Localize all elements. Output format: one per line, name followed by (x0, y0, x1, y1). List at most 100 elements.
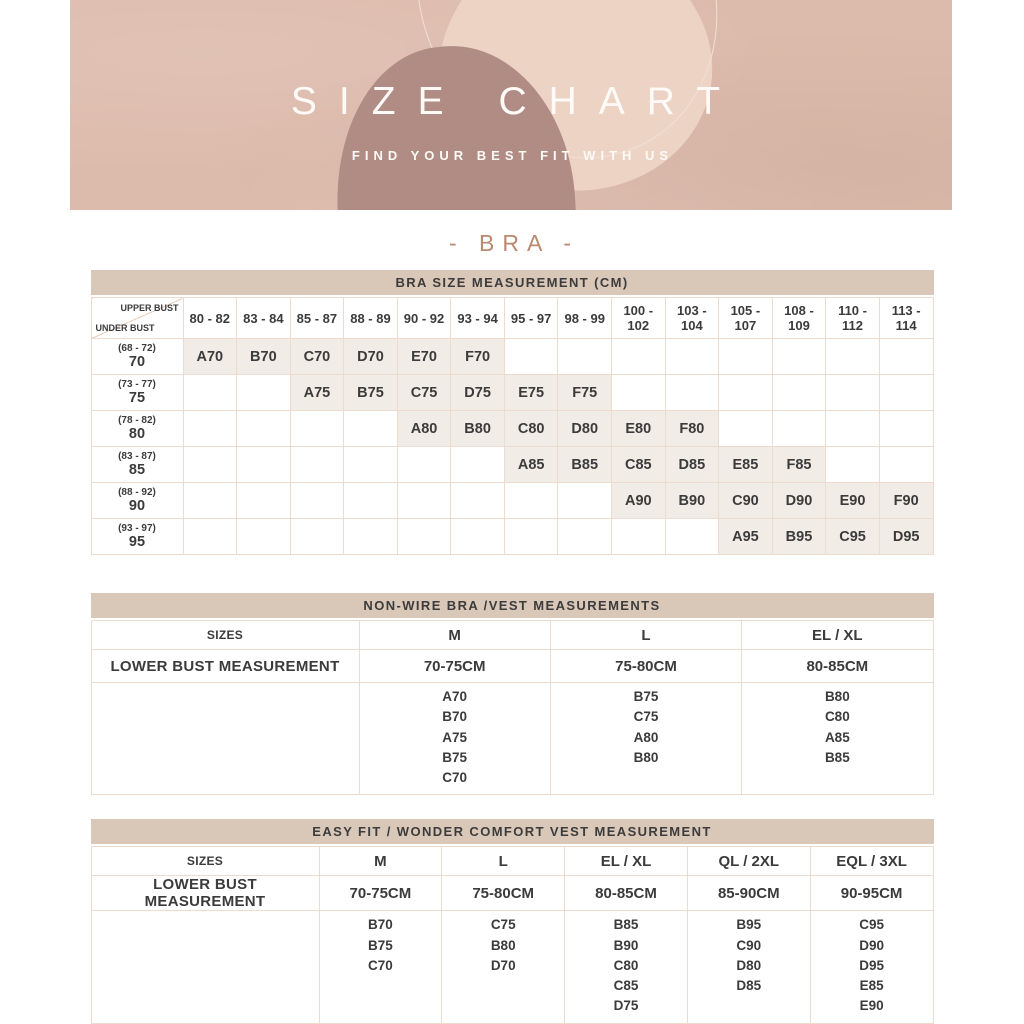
cup-size: B75 (633, 689, 659, 704)
bra-empty-cell (236, 410, 291, 447)
under-bust-size: 90 (128, 497, 146, 514)
cup-size: C70 (368, 957, 393, 973)
bust-range-header: 83 - 84 (236, 297, 291, 339)
bra-size-cell: C70 (289, 338, 345, 375)
bra-empty-cell (771, 410, 827, 447)
bra-empty-cell (343, 482, 398, 519)
bra-size-cell: C75 (396, 374, 452, 411)
bra-size-cell: D80 (557, 410, 612, 447)
bust-range-header: 100 - 102 (611, 297, 666, 339)
cup-size: B85 (613, 917, 639, 933)
bra-empty-cell (825, 374, 880, 411)
bra-empty-cell (450, 446, 505, 483)
cup-size: B75 (442, 749, 468, 765)
bra-empty-cell (182, 518, 238, 555)
bra-empty-cell (718, 374, 773, 411)
size-name: EL / XL (741, 620, 934, 650)
bust-range: 80-85CM (741, 649, 934, 683)
bust-range: 70-75CM (318, 875, 443, 912)
bra-empty-cell (878, 338, 934, 375)
under-bust-range: (68 - 72) (118, 342, 156, 354)
cup-size: A85 (824, 729, 850, 745)
under-bust-size: 85 (128, 461, 146, 478)
bra-size-row: (68 - 72) 70 A70 B70 C70 D70 E70 F70 (90, 338, 934, 375)
cup-size: D80 (736, 957, 762, 973)
bra-size-cell: F75 (557, 374, 612, 411)
bra-size-cell: B95 (771, 518, 827, 555)
cup-size: C90 (736, 937, 762, 953)
bra-size-cell: A95 (718, 518, 773, 555)
bra-empty-cell (396, 446, 452, 483)
bra-empty-cell (289, 518, 345, 555)
bust-range-header: 110 - 112 (825, 297, 880, 339)
bra-header-row: UPPER BUST UNDER BUST 80 - 82 83 - 84 85 -… (90, 297, 934, 339)
cup-size: C95 (859, 917, 884, 933)
bra-empty-cell (557, 518, 612, 555)
sizes-row: SIZES M L EL / XL (90, 620, 934, 650)
under-bust-cell: (68 - 72) 70 (90, 338, 184, 375)
cup-list: B95 C90 D80 D85 (686, 910, 811, 1024)
bust-row: LOWER BUST MEASUREMENT 70-75CM 75-80CM 80-8… (90, 649, 934, 683)
cup-size: C80 (824, 709, 850, 725)
bra-size-cell: B85 (557, 446, 612, 483)
bust-range-header: 98 - 99 (557, 297, 612, 339)
bra-empty-cell (611, 374, 666, 411)
size-name: L (549, 620, 743, 650)
bust-range: 90-95CM (809, 875, 934, 912)
bra-size-row: (93 - 97) 95 A95 B95 C95 D95 (90, 518, 934, 555)
bra-empty-cell (664, 374, 720, 411)
bust-range: 75-80CM (549, 649, 743, 683)
bra-empty-cell (611, 338, 666, 375)
bra-size-cell: E75 (503, 374, 559, 411)
bust-range-header: 108 - 109 (771, 297, 827, 339)
cup-size: D90 (859, 937, 884, 953)
bra-empty-cell (289, 446, 345, 483)
size-name: EQL / 3XL (809, 846, 934, 877)
size-name: L (441, 846, 566, 877)
bra-size-cell: B75 (343, 374, 398, 411)
cup-size: D70 (490, 957, 516, 973)
cup-size: E85 (859, 978, 884, 993)
bust-range-header: 103 - 104 (664, 297, 720, 339)
bra-empty-cell (236, 374, 291, 411)
bra-empty-cell (182, 374, 238, 411)
bra-size-cell: B80 (450, 410, 505, 447)
under-bust-range: (78 - 82) (118, 414, 156, 426)
header-banner: SIZE CHART FIND YOUR BEST FIT WITH US (70, 0, 952, 210)
bust-range: 85-90CM (686, 875, 811, 912)
bra-empty-cell (878, 446, 934, 483)
bra-size-row: (83 - 87) 85 A85 B85 C85 D85 E85 F85 (90, 446, 934, 483)
cup-size: B95 (736, 917, 762, 933)
bra-size-cell: D75 (450, 374, 505, 411)
bust-range-header: 93 - 94 (450, 297, 505, 339)
bra-size-cell: F90 (878, 482, 934, 519)
bra-empty-cell (664, 338, 720, 375)
bust-range-header: 105 - 107 (718, 297, 773, 339)
bra-size-row: (73 - 77) 75 A75 B75 C75 D75 E75 F75 (90, 374, 934, 411)
bust-range-header: 85 - 87 (289, 297, 345, 339)
under-bust-range: (73 - 77) (118, 378, 156, 390)
sizes-label: SIZES (90, 620, 360, 650)
bust-range: 70-75CM (358, 649, 551, 683)
sizes-row: SIZES M L EL / XL QL / 2XL EQL / 3XL (90, 846, 934, 877)
cup-size: A80 (633, 729, 659, 745)
under-bust-cell: (93 - 97) 95 (90, 518, 184, 555)
bra-size-cell: D95 (878, 518, 934, 555)
bra-empty-cell (878, 410, 934, 447)
size-name: M (318, 846, 443, 877)
easyfit-rows: SIZES M L EL / XL QL / 2XL EQL / 3XL LOWER BUS… (90, 846, 934, 1024)
cup-size: D75 (613, 998, 639, 1014)
bra-empty-cell (343, 446, 398, 483)
bra-empty-cell (182, 446, 238, 483)
bra-size-cell: A80 (396, 410, 452, 447)
cup-size: B70 (442, 709, 468, 725)
bra-size-cell: A75 (289, 374, 345, 411)
empty-label (90, 910, 320, 1024)
bra-empty-cell (503, 338, 559, 375)
bra-size-row: (78 - 82) 80 A80 B80 C80 D80 E80 F80 (90, 410, 934, 447)
cup-size: B85 (824, 749, 850, 765)
bra-size-table: UPPER BUST UNDER BUST 80 - 82 83 - 84 85 -… (90, 297, 934, 555)
bra-size-cell: C80 (503, 410, 559, 447)
bra-size-cell: E85 (718, 446, 773, 483)
under-bust-cell: (88 - 92) 90 (90, 482, 184, 519)
